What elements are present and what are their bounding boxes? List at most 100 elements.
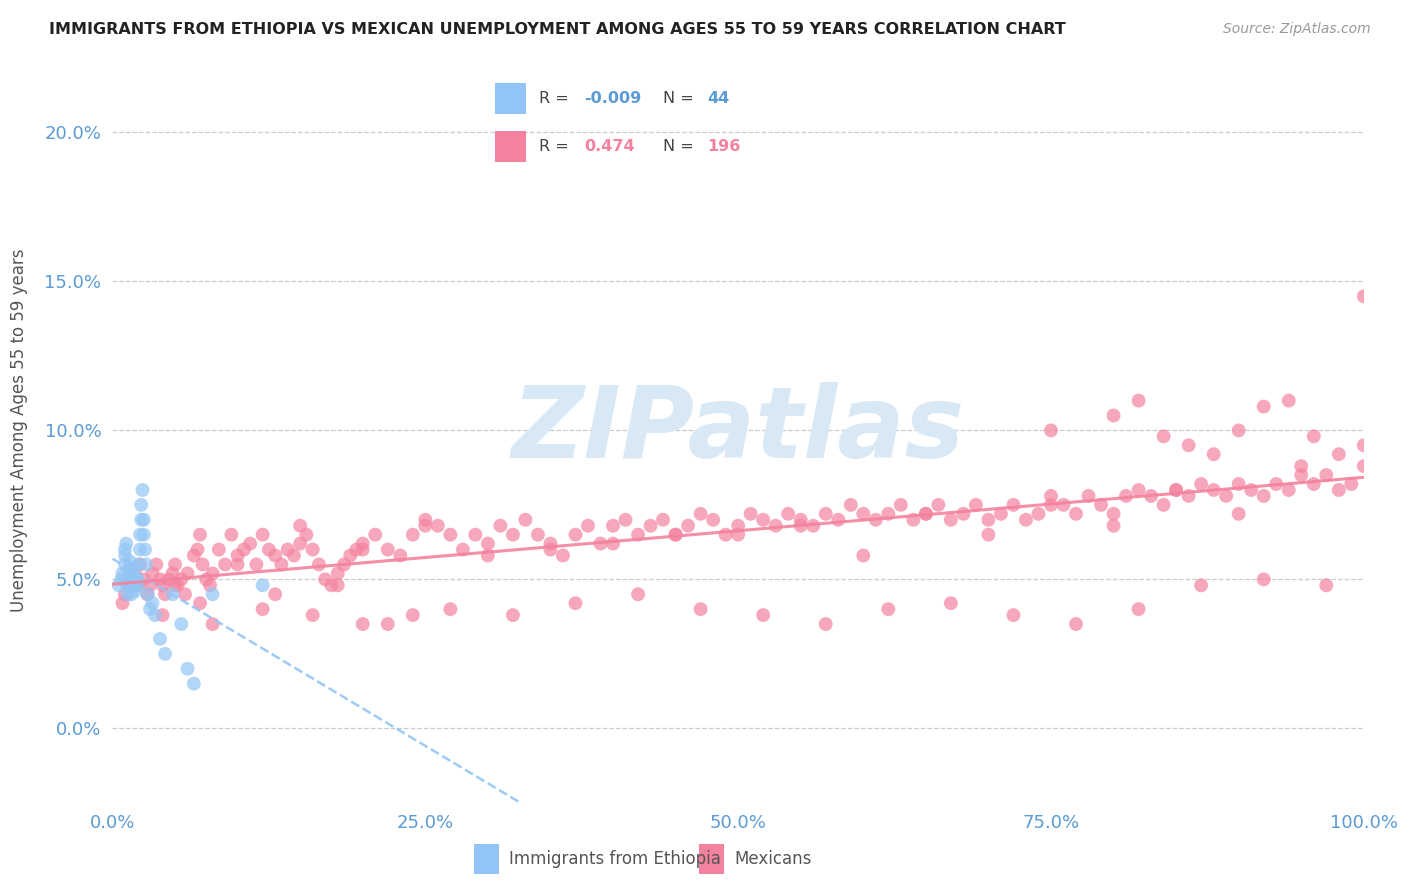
- Point: [120, 573, 142, 587]
- Point: [589, 536, 612, 550]
- Point: [1002, 498, 1025, 512]
- Point: [451, 542, 474, 557]
- Point: [174, 587, 197, 601]
- Point: [602, 536, 624, 550]
- Point: [1253, 489, 1275, 503]
- Point: [1315, 578, 1337, 592]
- Point: [778, 507, 800, 521]
- Bar: [474, 844, 499, 874]
- Point: [564, 527, 586, 541]
- Point: [1291, 468, 1313, 483]
- Point: [153, 647, 176, 661]
- Point: [538, 536, 561, 550]
- Point: [239, 536, 262, 550]
- Point: [1202, 447, 1225, 461]
- Point: [426, 518, 449, 533]
- Point: [439, 602, 461, 616]
- Point: [201, 617, 224, 632]
- Point: [131, 483, 153, 497]
- Point: [939, 596, 962, 610]
- Point: [1315, 468, 1337, 483]
- Point: [115, 536, 138, 550]
- Point: [128, 558, 150, 572]
- Point: [640, 518, 662, 533]
- Point: [727, 527, 749, 541]
- Point: [1227, 507, 1250, 521]
- Point: [614, 513, 637, 527]
- Point: [627, 587, 650, 601]
- Point: [163, 578, 186, 592]
- Point: [352, 617, 374, 632]
- Point: [1340, 477, 1362, 491]
- Point: [1253, 573, 1275, 587]
- Point: [413, 513, 436, 527]
- Point: [127, 578, 149, 592]
- Point: [166, 578, 188, 592]
- Point: [152, 608, 174, 623]
- Point: [890, 498, 912, 512]
- Point: [1278, 483, 1301, 497]
- Point: [157, 573, 180, 587]
- Point: [965, 498, 987, 512]
- Point: [124, 584, 146, 599]
- Point: [877, 602, 900, 616]
- Point: [117, 578, 139, 592]
- Point: [326, 566, 349, 581]
- Point: [915, 507, 938, 521]
- Point: [676, 518, 699, 533]
- Point: [141, 596, 163, 610]
- Point: [1177, 489, 1199, 503]
- Point: [152, 578, 174, 592]
- Point: [515, 513, 537, 527]
- Point: [1028, 507, 1050, 521]
- Point: [564, 596, 586, 610]
- Point: [1052, 498, 1074, 512]
- Point: [1140, 489, 1163, 503]
- Point: [162, 566, 184, 581]
- Point: [927, 498, 949, 512]
- Point: [176, 566, 198, 581]
- Point: [1227, 424, 1250, 438]
- Point: [1189, 578, 1212, 592]
- Point: [1302, 477, 1324, 491]
- Text: Immigrants from Ethiopia: Immigrants from Ethiopia: [509, 849, 721, 868]
- Point: [1189, 477, 1212, 491]
- Point: [183, 676, 205, 690]
- Point: [527, 527, 550, 541]
- Point: [1102, 409, 1125, 423]
- Point: [1039, 498, 1063, 512]
- Text: ZIPatlas: ZIPatlas: [512, 382, 965, 479]
- Point: [990, 507, 1012, 521]
- Point: [1265, 477, 1288, 491]
- Point: [852, 507, 875, 521]
- Point: [1240, 483, 1263, 497]
- Point: [352, 536, 374, 550]
- Point: [134, 542, 156, 557]
- Point: [801, 518, 824, 533]
- Point: [195, 573, 218, 587]
- Point: [765, 518, 787, 533]
- Point: [226, 549, 249, 563]
- Point: [221, 527, 243, 541]
- Point: [1077, 489, 1099, 503]
- Point: [139, 602, 162, 616]
- Point: [198, 578, 221, 592]
- Point: [308, 558, 330, 572]
- Point: [915, 507, 938, 521]
- Point: [201, 566, 224, 581]
- Point: [952, 507, 974, 521]
- Point: [125, 573, 148, 587]
- Point: [1327, 447, 1350, 461]
- Point: [1177, 438, 1199, 452]
- Point: [1102, 507, 1125, 521]
- Point: [1278, 393, 1301, 408]
- Point: [664, 527, 686, 541]
- Point: [1115, 489, 1137, 503]
- Point: [170, 573, 193, 587]
- Point: [702, 513, 724, 527]
- Point: [252, 602, 274, 616]
- Point: [122, 560, 145, 574]
- Point: [114, 549, 136, 563]
- Point: [110, 573, 132, 587]
- Point: [1015, 513, 1038, 527]
